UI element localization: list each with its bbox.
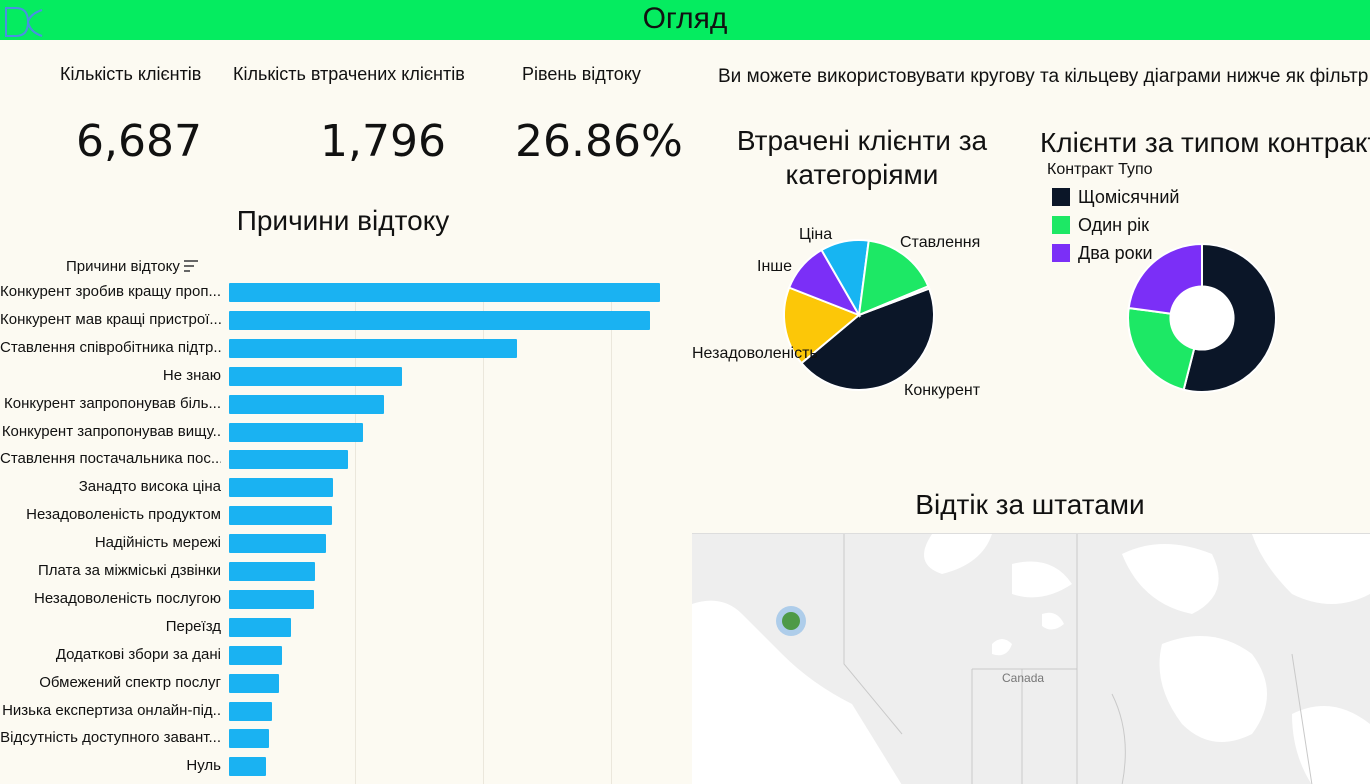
pie-label-attitude: Ставлення (900, 234, 981, 251)
legend-swatch-one-year (1052, 216, 1070, 234)
pie-slice[interactable] (857, 239, 930, 317)
bar-label: Конкурент запропонував вищу.. (1, 422, 221, 440)
bar-label: Відсутність доступного завант... (0, 729, 221, 747)
legend-label-two-years: Два роки (1078, 243, 1153, 263)
kpi-lost-customers-value: 1,796 (320, 116, 446, 167)
kpi-churn-rate-value: 26.86% (515, 116, 683, 167)
contract-type-donut (1127, 242, 1277, 393)
bar-label: Додаткові збори за дані (55, 645, 221, 663)
bar[interactable] (229, 673, 279, 693)
bar-label: Ставлення співробітника підтр.. (0, 338, 221, 356)
bar[interactable] (229, 366, 402, 386)
bar-gridline (483, 283, 484, 784)
bar[interactable] (229, 645, 282, 665)
dc-logo-icon[interactable] (2, 2, 46, 40)
pie-label-competitor: Конкурент (904, 382, 981, 399)
pie-slice[interactable] (800, 287, 935, 391)
bar-label: Не знаю (162, 366, 221, 384)
bar-gridline (355, 283, 356, 784)
churn-reasons-title: Причини відтоку (236, 205, 450, 236)
legend-label-monthly: Щомісячний (1078, 187, 1180, 207)
kpi-customers-label: Кількість клієнтів (60, 64, 202, 84)
pie-label-dissatisfaction: Незадоволеність (692, 345, 818, 362)
bar-label: Переїзд (165, 617, 221, 635)
map-data-point[interactable] (774, 604, 808, 638)
bar-label: Конкурент мав кращі пристрої... (0, 310, 221, 328)
map-background (692, 534, 1370, 784)
bar-label: Низька експертиза онлайн-під.. (2, 701, 221, 719)
bar[interactable] (229, 450, 348, 470)
contract-legend-title: Контракт Тупо (1047, 161, 1153, 178)
kpi-lost-customers-label: Кількість втрачених клієнтів (233, 64, 465, 84)
bar-label: Конкурент запропонував біль... (4, 394, 221, 412)
bar-label: Незадоволеність продуктом (26, 506, 221, 524)
bar-label: Надійність мережі (94, 534, 221, 552)
bar[interactable] (229, 394, 384, 414)
churn-map[interactable]: Canada (692, 533, 1370, 784)
bar-label: Плата за міжміські дзвінки (37, 562, 221, 579)
donut-hole (1169, 285, 1235, 351)
bar[interactable] (229, 589, 314, 609)
legend-label-one-year: Один рік (1078, 215, 1149, 235)
churn-by-state-title: Відтік за штатами (915, 489, 1145, 520)
bar-label: Обмежений спектр послуг (39, 673, 221, 691)
bar[interactable] (229, 506, 332, 526)
bar[interactable] (229, 701, 272, 721)
bar-label: Занадто висока ціна (78, 478, 221, 496)
bar[interactable] (229, 729, 269, 749)
bar[interactable] (229, 534, 326, 554)
pie-slice[interactable] (783, 286, 861, 365)
legend-item-two-years[interactable]: Два роки (1052, 243, 1153, 264)
kpi-churn-rate-label: Рівень відтоку (522, 64, 641, 84)
legend-item-one-year[interactable]: Один рік (1052, 215, 1149, 236)
bar-gridline (611, 283, 612, 784)
legend-swatch-monthly (1052, 188, 1070, 206)
map-country-label: Canada (1002, 671, 1045, 685)
contract-type-title: Клієнти за типом контракту (1040, 127, 1370, 158)
lost-by-category-pie (783, 239, 935, 391)
kpi-customers-value: 6,687 (76, 116, 202, 167)
pie-slice[interactable] (858, 284, 931, 316)
legend-item-monthly[interactable]: Щомісячний (1052, 187, 1179, 208)
bar[interactable] (229, 478, 333, 498)
pie-label-other: Інше (757, 258, 793, 275)
bar[interactable] (229, 422, 363, 442)
bar-label: Ставлення постачальника пос... (0, 450, 221, 468)
bar-label: Незадоволеність послугою (34, 589, 221, 607)
bar[interactable] (229, 310, 650, 330)
bar[interactable] (229, 283, 660, 302)
bar-label: Конкурент зробив кращу проп... (0, 283, 221, 300)
lost-by-category-title: Втрачені клієнти за категоріями (736, 125, 988, 190)
bar[interactable] (229, 617, 291, 637)
pie-label-price: Ціна (799, 226, 833, 243)
bar[interactable] (229, 338, 517, 358)
legend-swatch-two-years (1052, 244, 1070, 262)
bar-column-header[interactable]: Причини відтоку (66, 258, 180, 275)
bar[interactable] (229, 562, 315, 581)
bar-label: Нуль (186, 757, 221, 775)
bar[interactable] (229, 757, 266, 777)
sort-descending-icon[interactable] (183, 259, 199, 273)
header-bar: Огляд (0, 0, 1370, 40)
filter-hint: Ви можете використовувати кругову та кіл… (718, 66, 1369, 87)
page-title: Огляд (642, 2, 728, 35)
